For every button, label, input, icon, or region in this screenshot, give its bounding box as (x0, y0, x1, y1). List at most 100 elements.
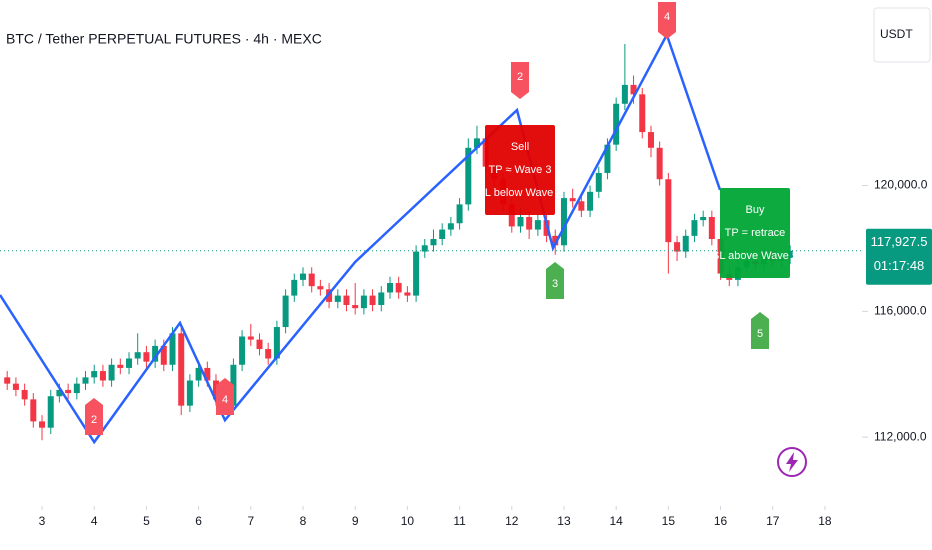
wave-label: 4 (222, 394, 228, 406)
x-tick-label: 6 (195, 514, 202, 528)
candle-body (421, 245, 428, 252)
wave-line (0, 31, 722, 445)
candle-body (569, 198, 576, 202)
candle-body (47, 396, 54, 428)
candle-body (360, 295, 367, 309)
x-tick-label: 11 (453, 514, 466, 528)
signal-text: SL below Wave 4 (478, 187, 563, 199)
candle-body (334, 295, 341, 302)
x-tick-label: 17 (766, 514, 780, 528)
candle-body (82, 377, 89, 384)
candle-body (108, 364, 115, 381)
x-tick-label: 12 (505, 514, 519, 528)
candle-body (708, 216, 715, 239)
candle-body (578, 201, 585, 211)
candle-body (282, 295, 289, 328)
x-tick-label: 15 (662, 514, 676, 528)
signal-text: Sell (511, 141, 529, 153)
x-tick-label: 8 (300, 514, 307, 528)
wave-label-box (546, 262, 564, 299)
candle-body (682, 235, 689, 252)
last-price-box (866, 228, 932, 285)
candle-body (352, 305, 359, 309)
candle-body (674, 242, 681, 252)
y-tick-label: 120,000.0 (874, 178, 928, 192)
signal-text: TP = retrace (725, 227, 786, 239)
candle-body (447, 223, 454, 230)
x-tick-label: 4 (91, 514, 98, 528)
signal-text: Buy (746, 204, 765, 216)
wave-label-box (85, 398, 103, 435)
candle-body (369, 295, 376, 306)
x-tick-label: 16 (714, 514, 728, 528)
currency-box[interactable] (873, 7, 931, 63)
flash-icon[interactable] (777, 447, 807, 477)
candle-body (126, 358, 133, 368)
candle-body (691, 220, 698, 236)
signal-text: SL above Wave 5 (712, 250, 798, 262)
candle-body (178, 333, 185, 406)
candle-body (212, 380, 219, 400)
wave-label-box (511, 62, 529, 99)
candle-body (700, 216, 707, 221)
candle-body (21, 389, 28, 400)
currency: USDT (880, 27, 913, 41)
x-tick-label: 9 (352, 514, 359, 528)
candle-body (169, 333, 176, 365)
signal-box (720, 188, 790, 278)
candle-body (613, 103, 620, 145)
candle-body (595, 172, 602, 192)
candle-body (656, 147, 663, 180)
wave-label-box (216, 378, 234, 415)
candle-body (12, 383, 19, 390)
candle-body (239, 336, 246, 365)
x-tick-label: 7 (247, 514, 254, 528)
candle-body (204, 367, 211, 381)
y-tick-label: 116,000.0 (874, 303, 927, 317)
candle-body (256, 339, 263, 350)
candle-body (4, 377, 11, 384)
candle-body (343, 295, 350, 306)
y-tick-label: 112,000.0 (874, 429, 927, 443)
wave-label: 2 (517, 71, 523, 83)
candle-body (195, 367, 202, 381)
x-tick-label: 5 (143, 514, 150, 528)
candle-body (378, 292, 385, 306)
last-price-label: 117,927.5 (871, 234, 928, 249)
candle-body (456, 204, 463, 224)
candle-body (604, 144, 611, 173)
candle-body (404, 292, 411, 296)
candle-body (552, 235, 559, 246)
x-tick-label: 3 (39, 514, 46, 528)
wave-label: 2 (91, 414, 97, 426)
candle-body (508, 204, 515, 227)
candle-body (413, 251, 420, 296)
wave-label-box (658, 2, 676, 39)
plot-area: Sell TP ≈ Wave 3 SL below Wave 4 Buy TP = re… (0, 2, 862, 445)
candle-body (639, 94, 646, 133)
candle-body (56, 389, 63, 397)
candle-body (439, 229, 446, 239)
candle-body (560, 198, 567, 246)
candle-body (308, 273, 315, 287)
x-tick-label: 10 (401, 514, 415, 528)
candle-body (143, 352, 150, 362)
candle-body (665, 179, 672, 243)
x-tick-label: 14 (609, 514, 623, 528)
candle-body (273, 327, 280, 359)
candle-body (265, 349, 272, 359)
candle-body (587, 191, 594, 211)
candle-body (186, 380, 193, 406)
wave-label-box (751, 312, 769, 349)
candle-body (73, 383, 80, 394)
signal-box (485, 125, 555, 215)
candle-body (621, 84, 628, 104)
countdown: 01:17:48 (874, 258, 925, 273)
candle-body (65, 389, 72, 394)
candle-body (299, 273, 306, 280)
wave-label: 3 (552, 278, 558, 290)
candle-body (787, 250, 794, 258)
candle-body (387, 283, 394, 293)
candle-body (395, 283, 402, 293)
